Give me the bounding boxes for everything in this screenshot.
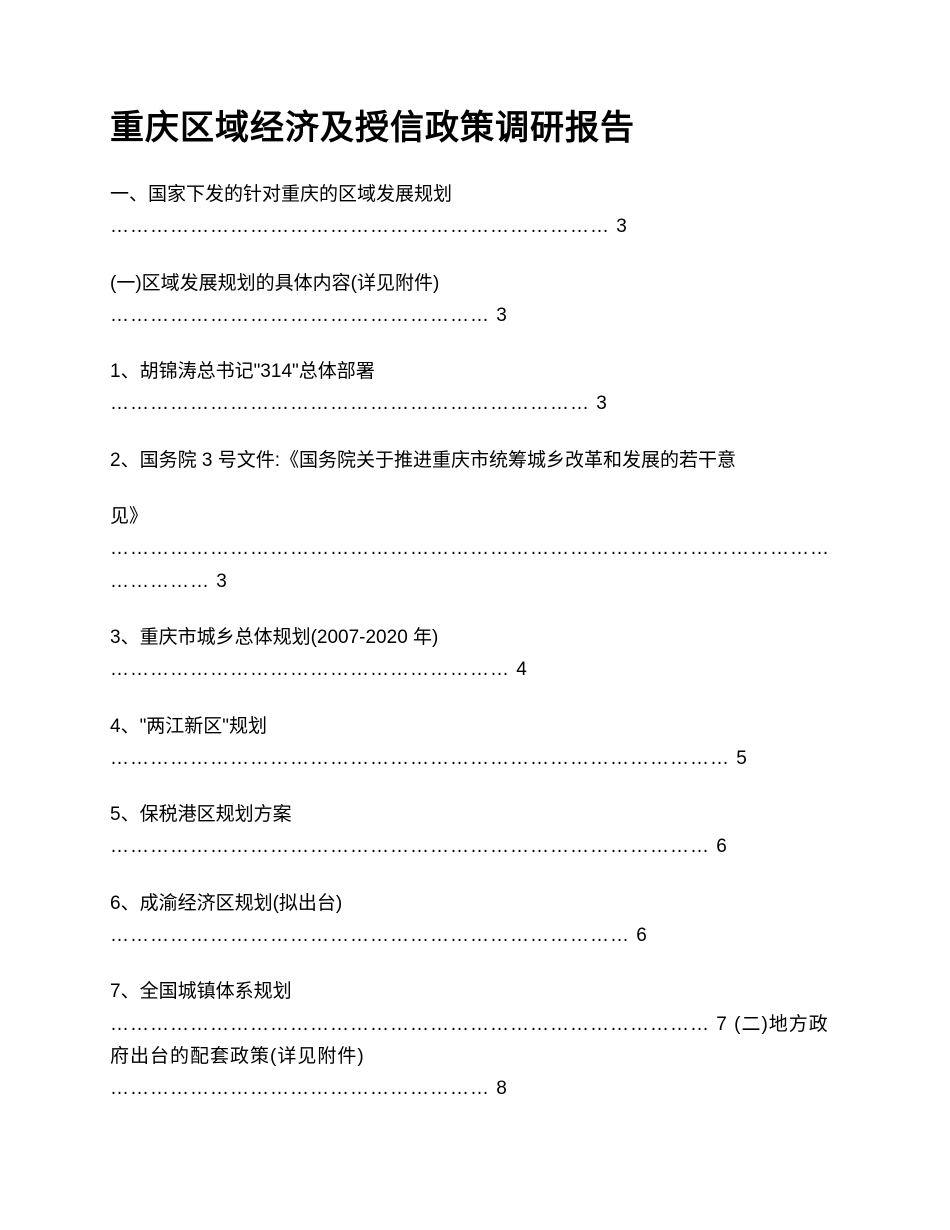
entry-dots: ………………………………………………………………… 3 [110, 211, 840, 243]
toc-entry-8: 6、成渝经济区规划(拟出台) …………………………………………………………………… [110, 888, 840, 953]
entry-text: 一、国家下发的针对重庆的区域发展规划 [110, 179, 840, 211]
entry-dots: ……………………………………………………………………………… 6 [110, 831, 840, 863]
toc-entry-9: 7、全国城镇体系规划 ……………………………………………………………………………… [110, 976, 840, 1105]
entry-dots-2: ………………………………………………… 8 [110, 1073, 840, 1105]
entry-text: 1、胡锦涛总书记"314"总体部署 [110, 356, 840, 388]
toc-entry-2: (一)区域发展规划的具体内容(详见附件) …………………………………………………… [110, 268, 840, 333]
entry-text: 2、国务院 3 号文件:《国务院关于推进重庆市统筹城乡改革和发展的若干意 [110, 445, 840, 477]
toc-entry-4: 2、国务院 3 号文件:《国务院关于推进重庆市统筹城乡改革和发展的若干意 见》 … [110, 445, 840, 598]
entry-text: 5、保税港区规划方案 [110, 799, 840, 831]
entry-dots: …………………………………………………………………… 6 [110, 920, 840, 952]
entry-dots: ………………………………………………… 3 [110, 300, 840, 332]
entry-dots: …………………………………………………… 4 [110, 654, 840, 686]
entry-text: 4、"两江新区"规划 [110, 711, 840, 743]
entry-dots: ……………………………………………………………… 3 [110, 388, 840, 420]
entry-text: 3、重庆市城乡总体规划(2007-2020 年) [110, 622, 840, 654]
toc-entry-7: 5、保税港区规划方案 ……………………………………………………………………………… [110, 799, 840, 864]
toc-entry-3: 1、胡锦涛总书记"314"总体部署 …………………………………………………………… [110, 356, 840, 421]
entry-dots: ………………………………………………………………………………… 5 [110, 743, 840, 775]
entry-dots: ……………………………………………………………………………………………… ………… [110, 533, 840, 598]
entry-text: 7、全国城镇体系规划 [110, 976, 840, 1008]
entry-dots: ……………………………………………………………………………… 7 (二)地方政府… [110, 1009, 840, 1074]
toc-entry-1: 一、国家下发的针对重庆的区域发展规划 ………………………………………………………… [110, 179, 840, 244]
entry-text: 6、成渝经济区规划(拟出台) [110, 888, 840, 920]
toc-entry-6: 4、"两江新区"规划 ……………………………………………………………………………… [110, 711, 840, 776]
entry-text: (一)区域发展规划的具体内容(详见附件) [110, 268, 840, 300]
toc-entry-5: 3、重庆市城乡总体规划(2007-2020 年) ………………………………………… [110, 622, 840, 687]
entry-text-2: 见》 [110, 501, 840, 533]
document-title: 重庆区域经济及授信政策调研报告 [110, 100, 840, 149]
